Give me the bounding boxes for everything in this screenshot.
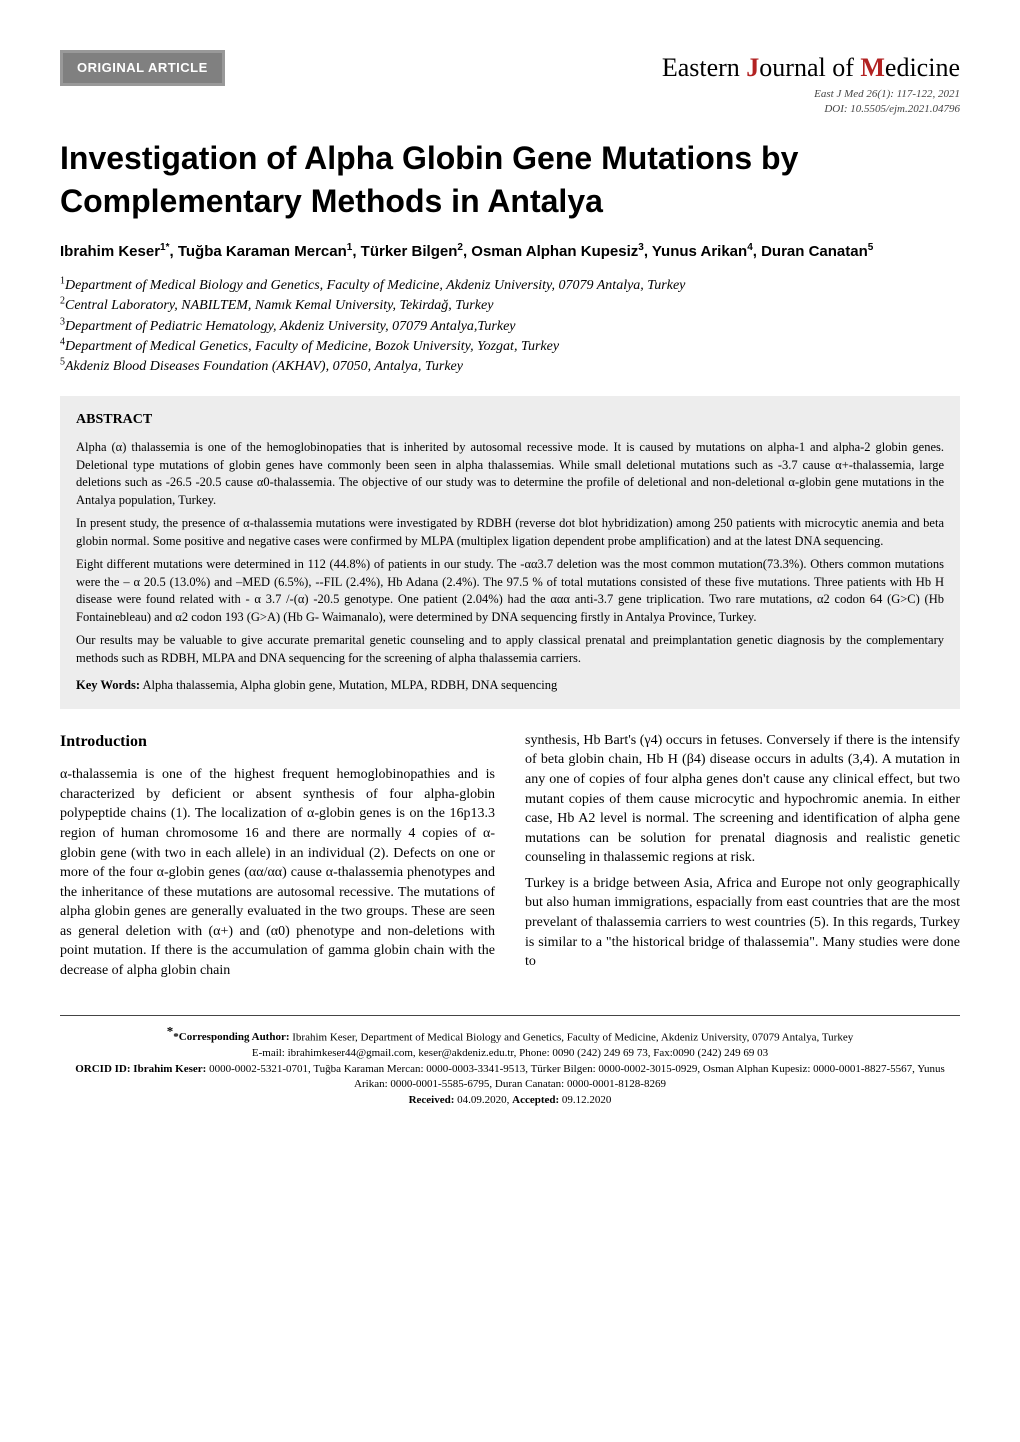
abstract-heading: ABSTRACT bbox=[76, 410, 944, 430]
author-name: , Duran Canatan bbox=[753, 243, 868, 260]
author-name: , Türker Bilgen bbox=[352, 243, 457, 260]
aff-text: Department of Medical Genetics, Faculty … bbox=[65, 339, 559, 354]
contact-line: E-mail: ibrahimkeser44@gmail.com, keser@… bbox=[60, 1046, 960, 1061]
footnotes: **Corresponding Author: Ibrahim Keser, D… bbox=[60, 1023, 960, 1108]
header-row: ORIGINAL ARTICLE Eastern Journal of Medi… bbox=[60, 50, 960, 117]
article-title: Investigation of Alpha Globin Gene Mutat… bbox=[60, 137, 960, 223]
orcid-line: ORCID ID: Ibrahim Keser: 0000-0002-5321-… bbox=[60, 1062, 960, 1092]
author-name: , Tuğba Karaman Mercan bbox=[170, 243, 347, 260]
authors-line: Ibrahim Keser1*, Tuğba Karaman Mercan1, … bbox=[60, 241, 960, 262]
keywords-text: Alpha thalassemia, Alpha globin gene, Mu… bbox=[140, 678, 557, 692]
journal-block: Eastern Journal of Medicine East J Med 2… bbox=[662, 50, 960, 117]
accepted-label: Accepted: bbox=[512, 1094, 559, 1106]
dates-line: Received: 04.09.2020, Accepted: 09.12.20… bbox=[60, 1093, 960, 1108]
received-label: Received: bbox=[409, 1094, 455, 1106]
author-aff: 1* bbox=[160, 242, 169, 253]
right-column: synthesis, Hb Bart's (γ4) occurs in fetu… bbox=[525, 731, 960, 987]
journal-name: Eastern Journal of Medicine bbox=[662, 50, 960, 85]
orcid-text: 0000-0002-5321-0701, Tuğba Karaman Merca… bbox=[206, 1063, 944, 1090]
journal-accent-j: J bbox=[746, 53, 759, 82]
affiliation-line: 5Akdeniz Blood Diseases Foundation (AKHA… bbox=[60, 357, 960, 377]
received-text: 04.09.2020, bbox=[454, 1094, 512, 1106]
body-paragraph: α-thalassemia is one of the highest freq… bbox=[60, 765, 495, 981]
corr-label: *Corresponding Author: bbox=[173, 1031, 289, 1043]
affiliation-line: 4Department of Medical Genetics, Faculty… bbox=[60, 337, 960, 357]
corresponding-author: **Corresponding Author: Ibrahim Keser, D… bbox=[60, 1023, 960, 1046]
doi-line: DOI: 10.5505/ejm.2021.04796 bbox=[662, 102, 960, 117]
journal-rest: ournal of bbox=[759, 53, 854, 82]
abstract-paragraph: Alpha (α) thalassemia is one of the hemo… bbox=[76, 439, 944, 509]
body-paragraph: Turkey is a bridge between Asia, Africa … bbox=[525, 874, 960, 972]
affiliation-line: 2Central Laboratory, NABILTEM, Namık Kem… bbox=[60, 296, 960, 316]
journal-rest2: edicine bbox=[885, 53, 960, 82]
keywords-line: Key Words: Alpha thalassemia, Alpha glob… bbox=[76, 677, 944, 695]
body-paragraph: synthesis, Hb Bart's (γ4) occurs in fetu… bbox=[525, 731, 960, 868]
affiliation-line: 1Department of Medical Biology and Genet… bbox=[60, 276, 960, 296]
footnote-separator bbox=[60, 1015, 960, 1016]
body-columns: Introduction α-thalassemia is one of the… bbox=[60, 731, 960, 987]
affiliation-line: 3Department of Pediatric Hematology, Akd… bbox=[60, 317, 960, 337]
author-name: Ibrahim Keser bbox=[60, 243, 160, 260]
accepted-text: 09.12.2020 bbox=[559, 1094, 611, 1106]
aff-text: Department of Pediatric Hematology, Akde… bbox=[65, 319, 516, 334]
issue-line: East J Med 26(1): 117-122, 2021 bbox=[662, 87, 960, 102]
left-column: Introduction α-thalassemia is one of the… bbox=[60, 731, 495, 987]
affiliations: 1Department of Medical Biology and Genet… bbox=[60, 276, 960, 377]
keywords-label: Key Words: bbox=[76, 678, 140, 692]
intro-heading: Introduction bbox=[60, 731, 495, 753]
aff-text: Department of Medical Biology and Geneti… bbox=[65, 278, 685, 293]
article-type-badge: ORIGINAL ARTICLE bbox=[60, 50, 225, 86]
abstract-paragraph: Our results may be valuable to give accu… bbox=[76, 632, 944, 667]
aff-text: Akdeniz Blood Diseases Foundation (AKHAV… bbox=[65, 359, 463, 374]
abstract-paragraph: Eight different mutations were determine… bbox=[76, 556, 944, 626]
journal-prefix: Eastern bbox=[662, 53, 740, 82]
abstract-paragraph: In present study, the presence of α-thal… bbox=[76, 515, 944, 550]
author-name: , Osman Alphan Kupesiz bbox=[463, 243, 638, 260]
author-aff: 5 bbox=[868, 242, 874, 253]
author-name: , Yunus Arikan bbox=[644, 243, 747, 260]
journal-accent-m: M bbox=[860, 53, 885, 82]
abstract-box: ABSTRACT Alpha (α) thalassemia is one of… bbox=[60, 396, 960, 709]
orcid-label: ORCID ID: Ibrahim Keser: bbox=[75, 1063, 206, 1075]
corr-text: Ibrahim Keser, Department of Medical Bio… bbox=[290, 1031, 854, 1043]
aff-text: Central Laboratory, NABILTEM, Namık Kema… bbox=[65, 298, 493, 313]
